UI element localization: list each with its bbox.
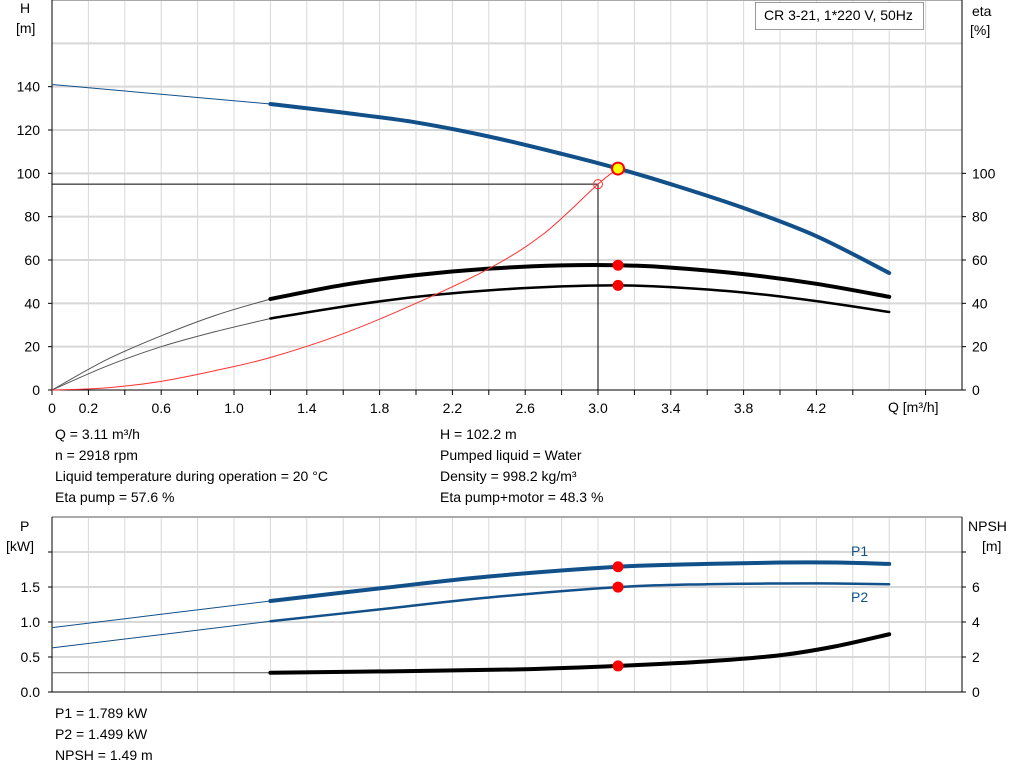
y-tick-label: 40 bbox=[24, 295, 40, 311]
y-tick-label: 100 bbox=[17, 165, 41, 181]
y-label-npsh: NPSH bbox=[968, 518, 1007, 534]
operating-point-eta-pump-motor bbox=[612, 279, 624, 291]
y-tick-label: 20 bbox=[24, 339, 40, 355]
y-tick-label: 140 bbox=[17, 79, 41, 95]
y-right-tick-label: 40 bbox=[972, 295, 988, 311]
curve-H bbox=[268, 102, 892, 275]
top-chart-plot-area bbox=[52, 0, 962, 390]
info-density: Density = 998.2 kg/m³ bbox=[440, 468, 577, 484]
x-tick-label: 0 bbox=[48, 400, 56, 416]
p-tick-label: 0.0 bbox=[21, 684, 41, 700]
y-right-tick-label: 20 bbox=[972, 339, 988, 355]
curve-system bbox=[51, 168, 619, 391]
info-q: Q = 3.11 m³/h bbox=[55, 426, 140, 442]
y-label-h-unit: [m] bbox=[16, 20, 36, 36]
y-label-p: P bbox=[20, 518, 30, 534]
y-label-eta-unit: [%] bbox=[970, 22, 991, 38]
info-eta-pump: Eta pump = 57.6 % bbox=[55, 489, 175, 505]
x-tick-label: 0.6 bbox=[151, 400, 171, 416]
info-temperature: Liquid temperature during operation = 20… bbox=[55, 468, 328, 484]
x-tick-label: 1.8 bbox=[370, 400, 390, 416]
curve-p2-extrapolated bbox=[51, 620, 271, 649]
curve-eta_pump bbox=[268, 262, 892, 301]
info-speed: n = 2918 rpm bbox=[55, 447, 138, 463]
info-h: H = 102.2 m bbox=[440, 426, 517, 442]
info-p2: P2 = 1.499 kW bbox=[55, 726, 148, 742]
y-tick-label: 0 bbox=[32, 382, 40, 398]
reference-point-marker bbox=[593, 179, 603, 190]
x-tick-label: 3.4 bbox=[661, 400, 681, 416]
operating-point-eta-pump bbox=[612, 259, 624, 271]
operating-point-h bbox=[611, 161, 626, 176]
bottom-chart-plot-area bbox=[52, 517, 962, 692]
legend-p2: P2 bbox=[851, 589, 869, 605]
y-label-npsh-unit: [m] bbox=[982, 538, 1002, 554]
info-npsh: NPSH = 1.49 m bbox=[55, 747, 153, 763]
x-tick-label: 1.4 bbox=[297, 400, 317, 416]
curve-p1-extrapolated bbox=[51, 600, 271, 629]
info-eta-pump-motor: Eta pump+motor = 48.3 % bbox=[440, 489, 604, 505]
x-tick-label: 2.2 bbox=[443, 400, 463, 416]
y-right-tick-label: 80 bbox=[972, 209, 988, 225]
x-tick-label: 0.2 bbox=[79, 400, 99, 416]
x-tick-label: 3.8 bbox=[734, 400, 754, 416]
npsh-tick-label: 6 bbox=[972, 579, 980, 595]
curve-eta_pump_motor-extrapolated bbox=[51, 318, 271, 391]
npsh-tick-label: 4 bbox=[972, 614, 980, 630]
p-tick-label: 1.0 bbox=[21, 614, 41, 630]
npsh-tick-label: 0 bbox=[972, 684, 980, 700]
curve-H-extrapolated bbox=[51, 84, 271, 105]
operating-point-npsh bbox=[612, 660, 624, 672]
y-label-p-unit: [kW] bbox=[6, 538, 34, 554]
y-tick-label: 60 bbox=[24, 252, 40, 268]
y-right-tick-label: 60 bbox=[972, 252, 988, 268]
operating-point-p1 bbox=[612, 561, 624, 573]
pump-title-box: CR 3-21, 1*220 V, 50Hz bbox=[755, 2, 924, 30]
x-label-q: Q [m³/h] bbox=[888, 399, 939, 415]
x-tick-label: 1.0 bbox=[224, 400, 244, 416]
npsh-tick-label: 2 bbox=[972, 649, 980, 665]
y-tick-label: 120 bbox=[17, 122, 41, 138]
operating-point-p2 bbox=[612, 581, 624, 593]
legend-p1: P1 bbox=[851, 543, 869, 559]
p-tick-label: 1.5 bbox=[21, 579, 41, 595]
y-right-tick-label: 0 bbox=[972, 382, 980, 398]
info-p1: P1 = 1.789 kW bbox=[55, 705, 148, 721]
x-tick-label: 2.6 bbox=[515, 400, 535, 416]
y-label-h: H bbox=[20, 0, 31, 16]
x-tick-label: 4.2 bbox=[807, 400, 827, 416]
curve-eta_pump-extrapolated bbox=[51, 298, 271, 391]
p-tick-label: 0.5 bbox=[21, 649, 41, 665]
y-label-eta: eta bbox=[972, 3, 992, 19]
x-tick-label: 3.0 bbox=[588, 400, 608, 416]
y-tick-label: 80 bbox=[24, 209, 40, 225]
info-liquid: Pumped liquid = Water bbox=[440, 447, 582, 463]
y-right-tick-label: 100 bbox=[972, 165, 996, 181]
curve-eta_pump_motor bbox=[269, 284, 891, 320]
